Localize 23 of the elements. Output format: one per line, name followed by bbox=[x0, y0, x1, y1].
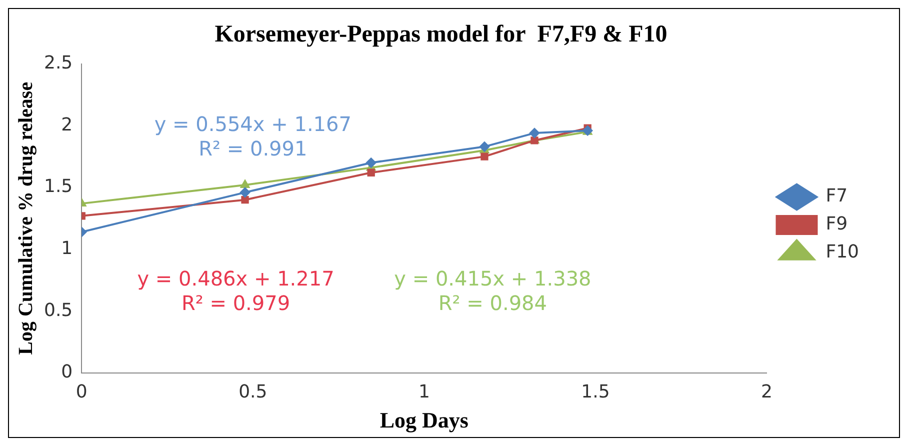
annotation: R² = 0.979 bbox=[181, 291, 290, 316]
annotation: R² = 0.984 bbox=[438, 291, 548, 316]
y-tick-label: 0 bbox=[61, 362, 73, 383]
x-tick-label: 2 bbox=[761, 381, 772, 402]
x-tick-label: 0 bbox=[76, 381, 88, 402]
annotation: y = 0.415x + 1.338 bbox=[394, 266, 592, 290]
y-tick-label: 2 bbox=[61, 114, 73, 136]
legend-label: F10 bbox=[826, 242, 860, 263]
legend-label: F9 bbox=[826, 214, 848, 235]
y-axis-title: Log Cumulative % drug release bbox=[15, 82, 38, 355]
x-tick-label: 0.5 bbox=[238, 381, 268, 402]
annotation: y = 0.486x + 1.217 bbox=[137, 266, 334, 290]
x-tick-label: 1.5 bbox=[581, 381, 610, 402]
annotation: y = 0.554x + 1.167 bbox=[154, 112, 352, 136]
y-tick-label: 0.5 bbox=[44, 300, 73, 321]
annotation: R² = 0.991 bbox=[198, 136, 308, 161]
chart-title: Korsemeyer-Peppas model for F7,F9 & F10 bbox=[214, 22, 668, 48]
y-tick-label: 1 bbox=[61, 238, 73, 259]
x-tick-label: 1 bbox=[418, 381, 430, 402]
legend-label: F7 bbox=[826, 186, 848, 207]
x-axis-title: Log Days bbox=[380, 407, 469, 432]
y-tick-label: 2.5 bbox=[44, 52, 73, 74]
y-tick-label: 1.5 bbox=[44, 176, 73, 198]
